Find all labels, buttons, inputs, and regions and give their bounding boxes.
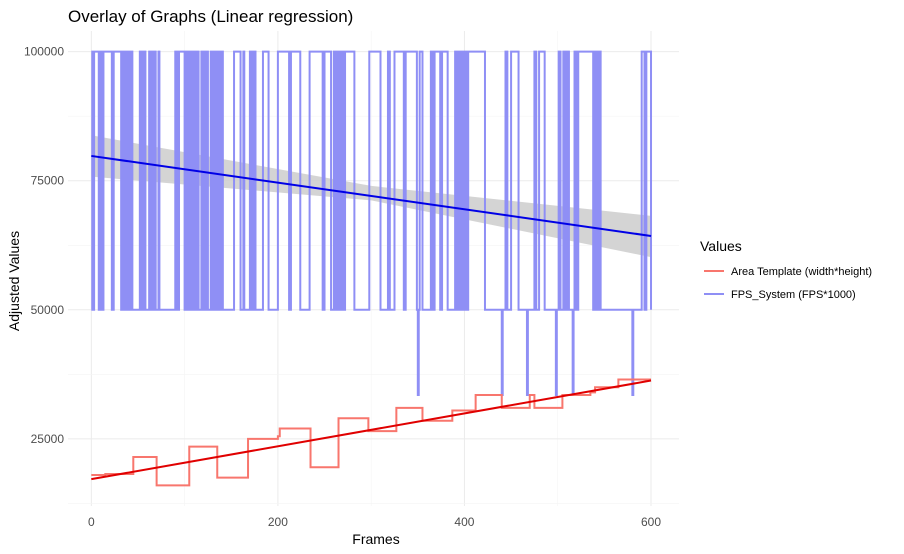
chart-title: Overlay of Graphs (Linear regression) xyxy=(68,7,353,26)
regression-lines xyxy=(91,154,652,481)
area-template-regression-line xyxy=(91,379,652,481)
y-axis-ticks: 25000 50000 75000 100000 xyxy=(24,45,64,446)
legend-label-fps-system: FPS_System (FPS*1000) xyxy=(731,289,856,301)
fps-system-line xyxy=(91,50,653,396)
y-tick-label: 100000 xyxy=(24,45,64,59)
y-tick-label: 25000 xyxy=(31,432,65,446)
x-axis-ticks: 0 200 400 600 xyxy=(88,515,661,529)
x-tick-label: 400 xyxy=(454,515,474,529)
fps-system-regression-line xyxy=(91,154,652,237)
x-tick-label: 600 xyxy=(641,515,661,529)
area-template-line xyxy=(91,378,652,487)
legend: Values Area Template (width*height) FPS_… xyxy=(700,238,872,301)
x-axis-title: Frames xyxy=(352,531,399,547)
y-axis-title: Adjusted Values xyxy=(6,231,22,331)
legend-label-area-template: Area Template (width*height) xyxy=(731,266,872,278)
x-tick-label: 0 xyxy=(88,515,95,529)
y-tick-label: 50000 xyxy=(31,303,65,317)
series-lines xyxy=(91,50,653,487)
y-tick-label: 75000 xyxy=(31,174,65,188)
legend-title: Values xyxy=(700,238,742,254)
x-tick-label: 200 xyxy=(268,515,288,529)
